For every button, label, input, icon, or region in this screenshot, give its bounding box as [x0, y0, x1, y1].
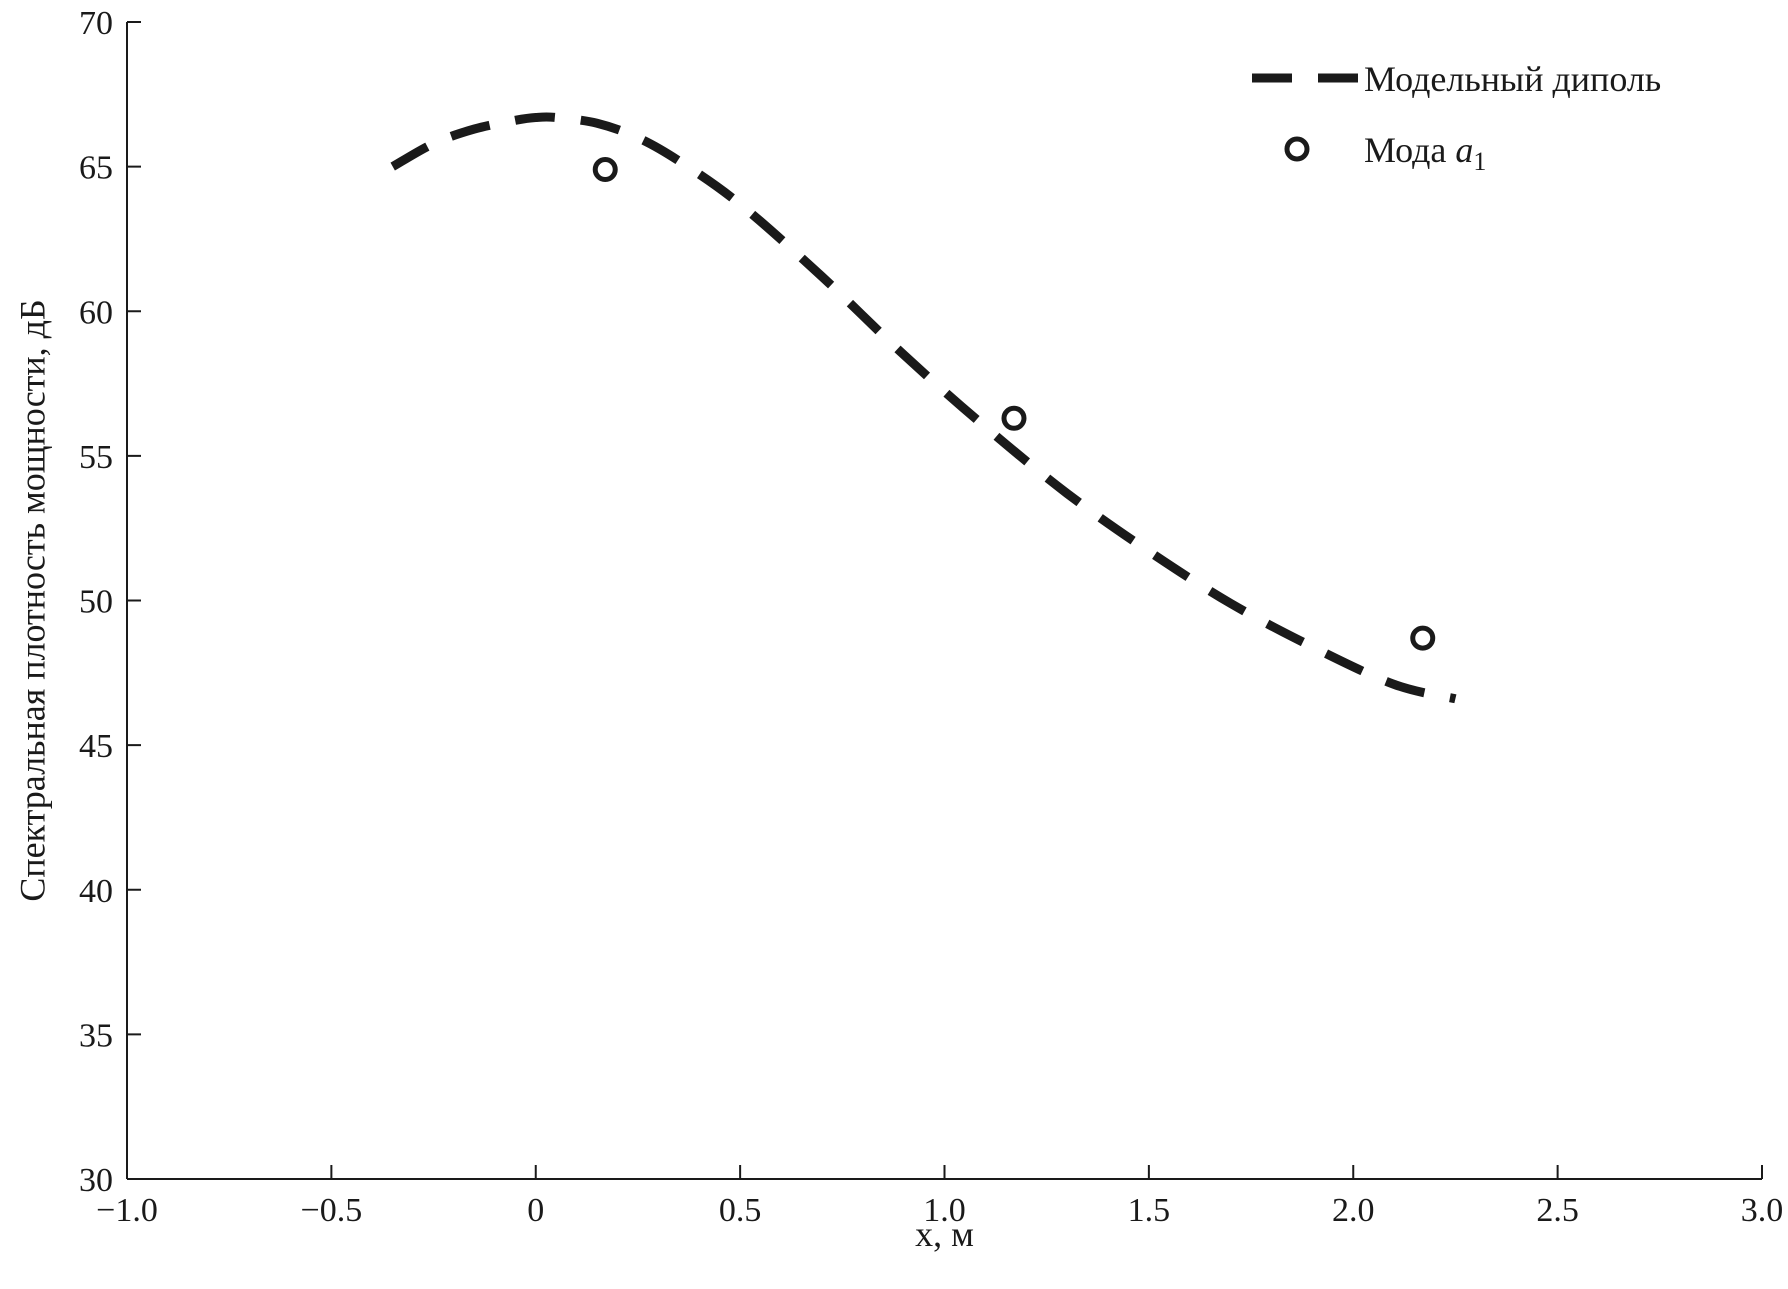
y-tick-label: 45: [79, 728, 113, 765]
x-axis-title: x, м: [915, 1214, 974, 1254]
x-tick-label: 3.0: [1741, 1192, 1784, 1229]
x-tick-label: −0.5: [301, 1192, 363, 1229]
x-tick-label: 1.5: [1128, 1192, 1171, 1229]
legend-label-dipole: Модельный диполь: [1364, 59, 1661, 99]
y-tick-label: 30: [79, 1162, 113, 1199]
legend-swatch-mode: [1284, 136, 1310, 162]
legend-label-mode-italic: a: [1455, 130, 1473, 170]
data-point-mode: [1410, 625, 1436, 651]
x-tick-label: 2.5: [1536, 1192, 1579, 1229]
x-tick-label: 0.5: [719, 1192, 762, 1229]
y-tick-label: 35: [79, 1017, 113, 1054]
y-tick-label: 65: [79, 150, 113, 187]
series: [390, 112, 1457, 704]
legend-label-mode-sub: 1: [1473, 147, 1486, 176]
x-tick-label: 0: [527, 1192, 544, 1229]
legend-label-mode: Мода a1: [1364, 130, 1486, 176]
axes: [126, 22, 1762, 1180]
x-tick-label: 2.0: [1332, 1192, 1375, 1229]
y-tick-label: 55: [79, 439, 113, 476]
y-tick-label: 50: [79, 584, 113, 621]
y-axis-title: Спектральная плотность мощности, дБ: [12, 299, 52, 901]
x-tick-label: −1.0: [96, 1192, 158, 1229]
y-tick-label: 40: [79, 873, 113, 910]
x-ticks: −1.0 −0.5 0 0.5 1.0 1.5 2.0 2.5 3.0: [96, 1165, 1783, 1229]
y-tick-label: 60: [79, 294, 113, 331]
series-line-dipole: [390, 112, 1457, 704]
legend: Модельный диполь Мода a1: [1252, 59, 1661, 176]
legend-label-mode-main: Мода: [1364, 130, 1455, 170]
y-ticks: 30 35 40 45 50 55 60 65 70: [79, 5, 141, 1199]
x-tick-label: 1.0: [923, 1192, 966, 1229]
data-point-mode: [592, 157, 618, 183]
data-point-mode: [1001, 405, 1027, 431]
y-tick-label: 70: [79, 5, 113, 42]
